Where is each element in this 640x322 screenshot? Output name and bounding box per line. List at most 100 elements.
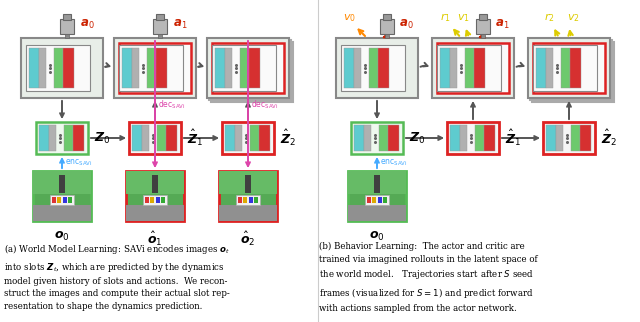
Text: $r_1$: $r_1$ — [440, 11, 451, 24]
Bar — [150, 197, 154, 203]
Bar — [212, 45, 276, 91]
Bar — [556, 125, 563, 151]
Bar — [440, 48, 450, 88]
Text: $\hat{\boldsymbol{Z}}_1$: $\hat{\boldsymbol{Z}}_1$ — [505, 128, 521, 148]
Bar — [33, 171, 91, 221]
Bar — [147, 48, 156, 88]
Bar — [212, 43, 284, 93]
Bar — [209, 40, 291, 100]
Bar — [364, 125, 371, 151]
Bar — [528, 38, 610, 98]
Bar — [249, 197, 253, 203]
Bar — [450, 48, 457, 88]
Bar — [156, 14, 164, 20]
Bar — [126, 171, 184, 221]
Bar — [536, 48, 546, 88]
Bar — [348, 171, 406, 221]
Text: $\hat{\boldsymbol{Z}}_2$: $\hat{\boldsymbol{Z}}_2$ — [280, 128, 296, 148]
Text: $\boldsymbol{o}_0$: $\boldsymbol{o}_0$ — [54, 230, 70, 243]
Bar — [484, 125, 495, 151]
Bar — [240, 48, 249, 88]
Bar — [114, 38, 196, 98]
Bar — [29, 48, 39, 88]
Bar — [530, 40, 612, 100]
Bar — [26, 45, 90, 91]
Bar — [50, 195, 74, 205]
Bar — [341, 45, 405, 91]
Bar — [235, 125, 242, 151]
Bar — [215, 48, 225, 88]
Bar — [59, 175, 65, 193]
Bar — [126, 205, 184, 221]
Bar — [60, 18, 74, 33]
Text: $\boldsymbol{Z}_0$: $\boldsymbol{Z}_0$ — [409, 130, 426, 146]
Bar — [476, 18, 490, 33]
Bar — [383, 14, 391, 20]
Bar — [369, 48, 378, 88]
Bar — [156, 48, 167, 88]
Bar — [52, 197, 56, 203]
Bar — [465, 48, 474, 88]
Bar — [143, 195, 167, 205]
Bar — [122, 48, 132, 88]
Bar — [57, 197, 61, 203]
Bar — [571, 125, 580, 151]
Bar — [152, 175, 158, 193]
Bar — [33, 205, 91, 221]
Bar — [132, 125, 142, 151]
Bar — [437, 45, 501, 91]
Text: $\boldsymbol{a}_1$: $\boldsymbol{a}_1$ — [495, 17, 509, 31]
Bar — [450, 125, 460, 151]
Text: $\boldsymbol{o}_0$: $\boldsymbol{o}_0$ — [369, 230, 385, 243]
Bar — [348, 171, 406, 194]
Bar — [129, 122, 181, 154]
Bar — [374, 175, 380, 193]
Bar — [432, 38, 514, 98]
Bar — [475, 125, 484, 151]
Text: $\mathrm{dec}_{\mathrm{SAVi}}$: $\mathrm{dec}_{\mathrm{SAVi}}$ — [251, 98, 278, 111]
Bar — [63, 48, 74, 88]
Text: $\hat{\boldsymbol{Z}}_2$: $\hat{\boldsymbol{Z}}_2$ — [601, 128, 617, 148]
Bar — [153, 18, 167, 33]
Bar — [132, 48, 139, 88]
Bar — [570, 48, 581, 88]
Bar — [546, 125, 556, 151]
Bar — [219, 171, 277, 221]
Text: (b) Behavior Learning:  The actor and critic are
trained via imagined rollouts i: (b) Behavior Learning: The actor and cri… — [319, 242, 538, 313]
Bar — [580, 125, 591, 151]
Bar — [222, 122, 274, 154]
Text: $\hat{\boldsymbol{o}}_1$: $\hat{\boldsymbol{o}}_1$ — [147, 230, 163, 248]
Bar — [54, 48, 63, 88]
Bar — [68, 197, 72, 203]
Bar — [354, 125, 364, 151]
Bar — [245, 175, 251, 193]
Text: (a) World Model Learning: SAVi encodes images $\boldsymbol{o}_t$
into slots $\bo: (a) World Model Learning: SAVi encodes i… — [4, 242, 230, 311]
Bar — [250, 125, 259, 151]
Bar — [249, 48, 260, 88]
Bar — [219, 205, 277, 221]
Bar — [65, 33, 69, 37]
Bar — [383, 197, 387, 203]
Bar — [238, 197, 242, 203]
Bar — [351, 122, 403, 154]
Bar — [142, 125, 149, 151]
Bar — [21, 38, 103, 98]
Bar — [161, 197, 165, 203]
Bar — [119, 45, 183, 91]
Bar — [380, 18, 394, 33]
Text: $\boldsymbol{a}_0$: $\boldsymbol{a}_0$ — [80, 17, 95, 31]
Bar — [533, 45, 597, 91]
Bar — [481, 33, 485, 37]
Bar — [211, 42, 293, 102]
Bar — [354, 48, 361, 88]
Bar — [207, 38, 289, 98]
Bar — [532, 42, 614, 102]
Bar — [119, 43, 191, 93]
Text: $r_2$: $r_2$ — [543, 11, 554, 24]
Bar — [378, 197, 382, 203]
Bar — [543, 122, 595, 154]
Bar — [367, 197, 371, 203]
Bar — [365, 195, 389, 205]
Bar — [546, 48, 553, 88]
Bar — [63, 14, 71, 20]
